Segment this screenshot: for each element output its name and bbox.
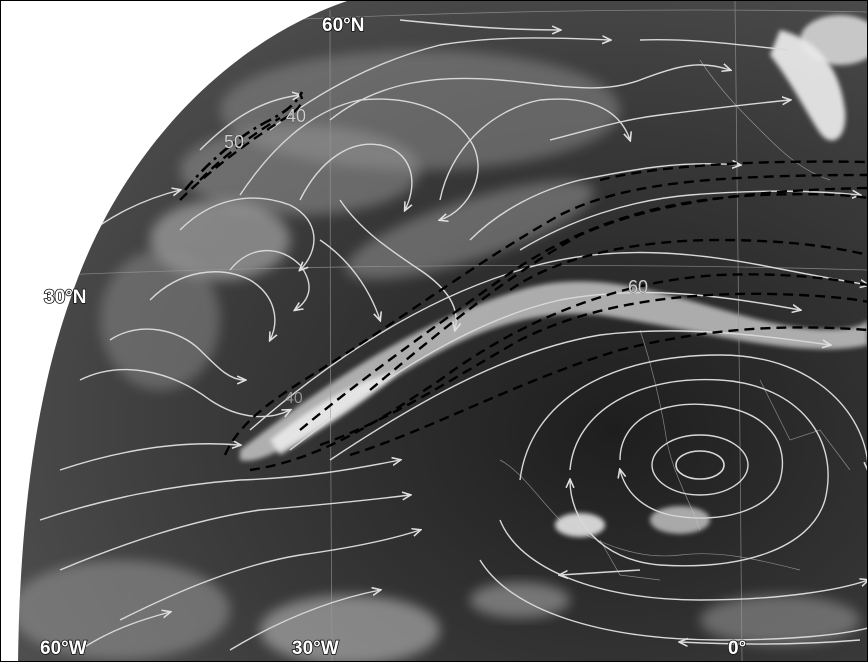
contour-label-40-north: 40 bbox=[286, 106, 306, 126]
longitude-label-30w: 30°W bbox=[292, 638, 339, 659]
latitude-label-60n: 60°N bbox=[322, 15, 364, 36]
graticule bbox=[59, 0, 868, 662]
longitude-label-0: 0° bbox=[728, 638, 746, 659]
latitude-label-30n: 30°N bbox=[44, 287, 86, 308]
jet-isotach-west bbox=[184, 91, 304, 191]
longitude-label-60w: 60°W bbox=[40, 638, 87, 659]
streamlines bbox=[39, 19, 868, 651]
contour-label-40-south: 40 bbox=[285, 390, 303, 407]
coastlines bbox=[499, 59, 851, 581]
jet-isotachs bbox=[179, 94, 868, 472]
contour-label-50: 50 bbox=[224, 132, 244, 152]
cloud-layer bbox=[18, 15, 868, 662]
contour-label-60: 60 bbox=[628, 277, 648, 297]
